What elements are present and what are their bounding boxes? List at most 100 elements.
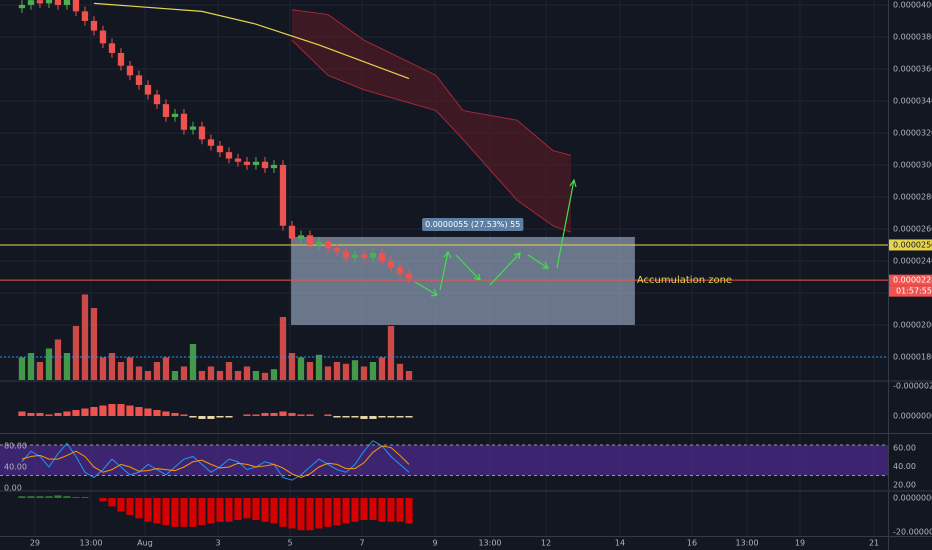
candle-body [27,0,35,5]
y-tick-label: 0.0000380 [893,32,932,41]
histogram-bar [369,415,377,419]
histogram-bar [63,496,71,498]
histogram-bar [252,414,260,416]
histogram-bar [378,415,386,418]
histogram-bar [378,497,386,522]
candle-body [288,225,296,239]
volume-bar [126,357,134,380]
volume-bar [324,366,332,380]
histogram-bar [396,415,404,418]
candle-body [216,145,224,153]
histogram-bar [81,497,89,498]
cloud-upper [291,9,572,156]
arrow-head [569,178,577,188]
volume-bar [216,371,224,380]
histogram-bar [360,497,368,521]
volume-bar [297,357,305,380]
candle-body [297,235,305,239]
arrow [455,254,481,281]
histogram-bar [387,415,395,418]
histogram-bar [54,495,62,498]
volume-bar [378,357,386,380]
volume-bar [18,357,26,380]
measure-label: 0.0000055 (27.53%) 55 [425,220,520,229]
arrow-head [473,273,481,281]
candle-body [99,30,107,44]
plot [0,0,888,531]
candle-body [162,104,170,117]
volume-bar [162,357,170,380]
volume-bar [207,366,215,380]
candle-body [153,94,161,105]
price-tag-label: 0.0000250 [893,240,932,249]
y2-tick-label: 20.00 [893,481,916,490]
histogram-bar [171,497,179,527]
volume-bar [387,326,395,380]
histogram-bar [18,496,26,498]
histogram-bar [315,497,323,529]
candle-body [396,267,404,274]
candle-body [342,251,350,258]
histogram-bar [297,497,305,531]
volume-bar [72,326,80,380]
histogram-bar [126,405,134,416]
candle-body [72,0,80,12]
arrow [527,254,549,269]
histogram-bar [261,412,269,416]
histogram-bar [225,497,233,522]
histogram-bar [198,415,206,419]
histogram-bar [27,496,35,498]
y-tick-label: 0.0000300 [893,160,932,169]
candle-body [324,241,332,249]
volume-bar [81,294,89,380]
histogram-bar [72,409,80,416]
candle-body [243,161,251,165]
volume-bar [288,353,296,380]
histogram-bar [153,409,161,416]
axis-labels: 29 13:00 Aug 3 5 7 9 13:00 12 14 16 13:00 19 21 0.0000… [4,0,932,548]
histogram-bar [171,412,179,416]
histogram-bar [180,497,188,527]
volume-bar [405,371,413,380]
volume-bar [351,360,359,380]
histogram-bar [27,412,35,416]
histogram-bar [135,407,143,416]
histogram-bar [324,414,332,416]
x-tick-label: 3 [215,539,220,548]
histogram-bar [54,412,62,416]
x-tick-label: 21 [869,539,879,548]
volume-bar [108,353,116,380]
histogram-bar [18,411,26,416]
histogram-bar [117,497,125,512]
candle-body [279,164,287,226]
histogram-bar [216,497,224,522]
candle-body [180,113,188,130]
histogram-bar [207,415,215,419]
x-tick-label: 13:00 [478,539,501,548]
histogram-bar [405,497,413,524]
y-tick-label: 0.00 [4,484,22,493]
histogram-bar [36,496,44,498]
stoch-line [21,445,410,479]
histogram-bar [369,497,377,521]
x-tick-label: 13:00 [79,539,102,548]
histogram-bar [297,414,305,416]
histogram-bar [288,412,296,416]
histogram-bar [108,404,116,416]
histogram-bar [333,497,341,526]
candle-body [54,0,62,5]
histogram-bar [234,497,242,521]
volume-bar [180,366,188,380]
x-tick-label: Aug [137,539,153,548]
candle-body [225,152,233,159]
candle-body [135,75,143,85]
volume-bar [99,357,107,380]
histogram-bar [288,497,296,529]
price-tag [889,239,932,251]
volume-bar [342,363,350,380]
y-tick-label: 0.0000400 [893,0,932,9]
volume-bar [189,344,197,380]
histogram-bar [360,415,368,419]
